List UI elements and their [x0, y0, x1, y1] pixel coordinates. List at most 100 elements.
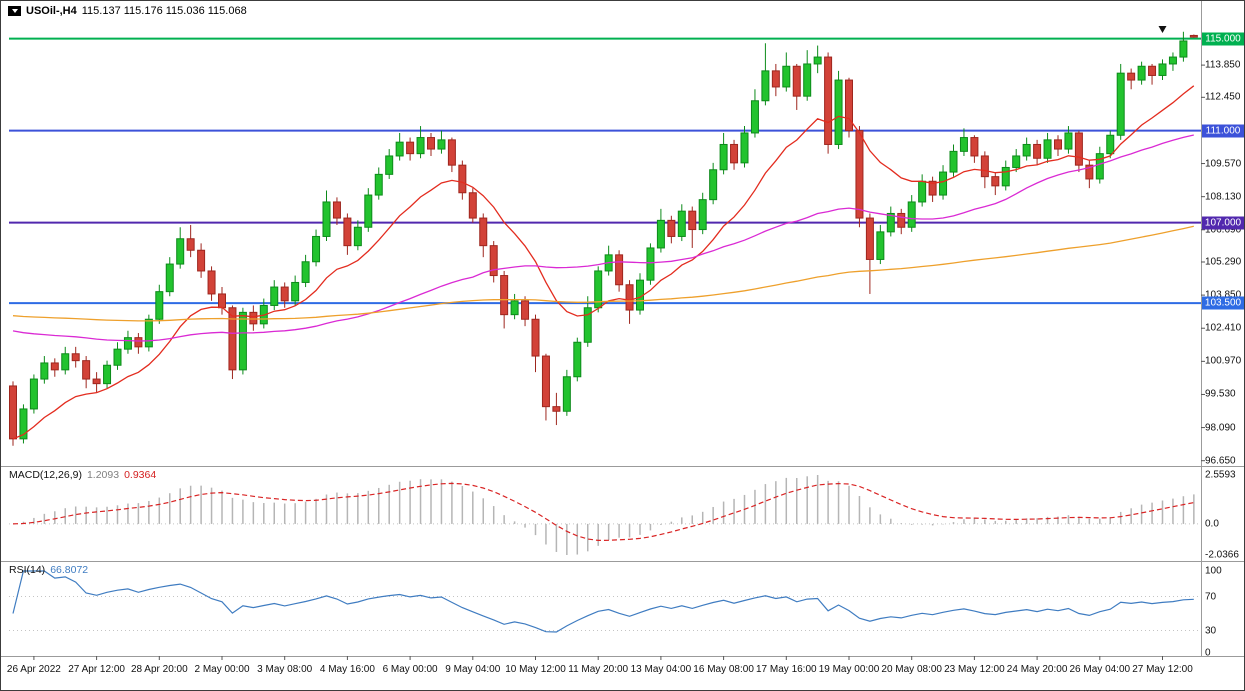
candle-body	[1085, 164, 1094, 180]
macd-main-value: 1.2093	[86, 469, 120, 481]
candle-body	[144, 318, 153, 348]
candle-body	[1148, 65, 1157, 76]
candle-body	[479, 217, 488, 247]
rsi-axis-label: 30	[1205, 625, 1217, 636]
candle-body	[71, 353, 80, 362]
moving-average-medium-line	[12, 134, 1194, 342]
candle-body	[897, 212, 906, 228]
rsi-axis-label: 0	[1205, 647, 1211, 659]
candle-body	[531, 318, 540, 357]
moving-average-fast-line	[12, 85, 1195, 440]
price-tick-label: 108.130	[1205, 191, 1242, 203]
candle-body	[500, 275, 509, 316]
candle-body	[782, 65, 791, 88]
time-axis-label: 26 Apr 2022	[6, 664, 61, 675]
rsi-axis-label: 70	[1205, 591, 1217, 602]
candle-body	[949, 150, 958, 173]
candle-body	[238, 311, 247, 371]
price-tick-label: 103.850	[1205, 289, 1242, 301]
candle-body	[1001, 166, 1010, 187]
candle-body	[834, 79, 843, 145]
candle-body	[176, 238, 185, 265]
candle-body	[750, 100, 759, 134]
candle-body	[656, 219, 665, 249]
candle-body	[113, 348, 122, 366]
rsi-axis-label: 100	[1205, 565, 1222, 577]
price-tick-label: 98.090	[1205, 422, 1236, 434]
candle-body	[865, 217, 874, 260]
time-axis-label: 26 May 04:00	[1069, 664, 1131, 675]
candle-body	[1012, 155, 1021, 168]
arrow-down-marker-icon	[1158, 26, 1167, 34]
candle-body	[698, 199, 707, 231]
candle-body	[845, 79, 853, 132]
candle-body	[301, 261, 310, 283]
candle-body	[886, 212, 895, 233]
time-axis-label: 2 May 00:00	[194, 664, 250, 675]
candle-body	[1074, 132, 1083, 166]
candle-body	[824, 56, 833, 145]
candle-body	[541, 355, 550, 408]
candle-body	[207, 270, 216, 295]
macd-name: MACD(12,26,9)	[9, 469, 82, 481]
candle-body	[322, 201, 331, 237]
candle-body	[50, 362, 59, 371]
price-line-badge: 103.500	[1202, 296, 1244, 310]
price-tick-label: 102.410	[1205, 322, 1242, 334]
candle-body	[583, 307, 592, 343]
candle-body	[437, 139, 446, 150]
price-line-badge: 115.000	[1202, 32, 1244, 46]
price-tick-label: 106.690	[1205, 224, 1242, 236]
candle-body	[1095, 153, 1104, 180]
candle-body	[1064, 132, 1073, 150]
candle-body	[1043, 139, 1052, 159]
candle-body	[688, 210, 697, 231]
rsi-line	[12, 570, 1194, 633]
candle-body	[61, 353, 70, 371]
price-tick-label: 113.850	[1205, 59, 1241, 71]
candle-body	[730, 143, 739, 164]
time-axis-label: 27 May 12:00	[1132, 664, 1193, 675]
candle-body	[771, 70, 780, 88]
price-tick-label: 96.650	[1205, 455, 1236, 467]
time-axis-label: 13 May 04:00	[630, 664, 692, 675]
candle-body	[959, 137, 968, 152]
candle-body	[907, 201, 916, 228]
price-line-badge: 107.000	[1202, 216, 1244, 230]
candle-body	[19, 408, 28, 440]
candle-body	[677, 210, 686, 237]
price-tick-label: 100.970	[1205, 355, 1242, 367]
candle-body	[92, 378, 101, 385]
candle-body	[740, 132, 749, 164]
candle-body	[1189, 34, 1198, 38]
symbol-dropdown-icon[interactable]	[8, 6, 21, 16]
time-axis-label: 11 May 20:00	[568, 664, 629, 675]
candle-body	[1158, 63, 1167, 76]
candle-body	[813, 56, 822, 65]
candle-body	[447, 139, 456, 166]
candle-body	[552, 406, 561, 412]
candle-body	[165, 263, 174, 293]
rsi-indicator-label: RSI(14) 66.8072	[9, 564, 93, 576]
candle-body	[939, 171, 948, 196]
time-axis-label: 6 May 00:00	[382, 664, 438, 675]
time-axis-label: 23 May 12:00	[944, 664, 1005, 675]
candle-body	[876, 231, 885, 260]
candle-body	[855, 130, 864, 219]
candle-body	[709, 169, 718, 201]
candle-body	[103, 364, 112, 385]
candle-body	[197, 249, 206, 272]
candle-body	[280, 286, 289, 302]
candle-body	[249, 311, 258, 325]
time-axis-label: 19 May 00:00	[818, 664, 880, 675]
candle-body	[719, 143, 728, 171]
candle-body	[29, 378, 38, 410]
candle-body	[343, 217, 352, 247]
time-axis-label: 17 May 16:00	[755, 664, 817, 675]
candle-body	[468, 192, 477, 219]
candle-body	[1022, 143, 1031, 157]
candle-body	[270, 286, 279, 306]
candle-body	[416, 137, 425, 155]
moving-average-slow-line	[12, 225, 1194, 322]
